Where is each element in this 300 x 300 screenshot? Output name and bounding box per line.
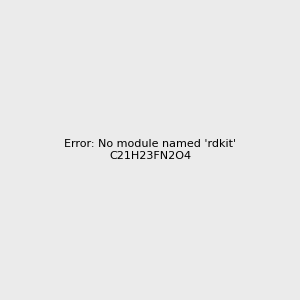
Text: Error: No module named 'rdkit'
C21H23FN2O4: Error: No module named 'rdkit' C21H23FN2…	[64, 139, 236, 161]
